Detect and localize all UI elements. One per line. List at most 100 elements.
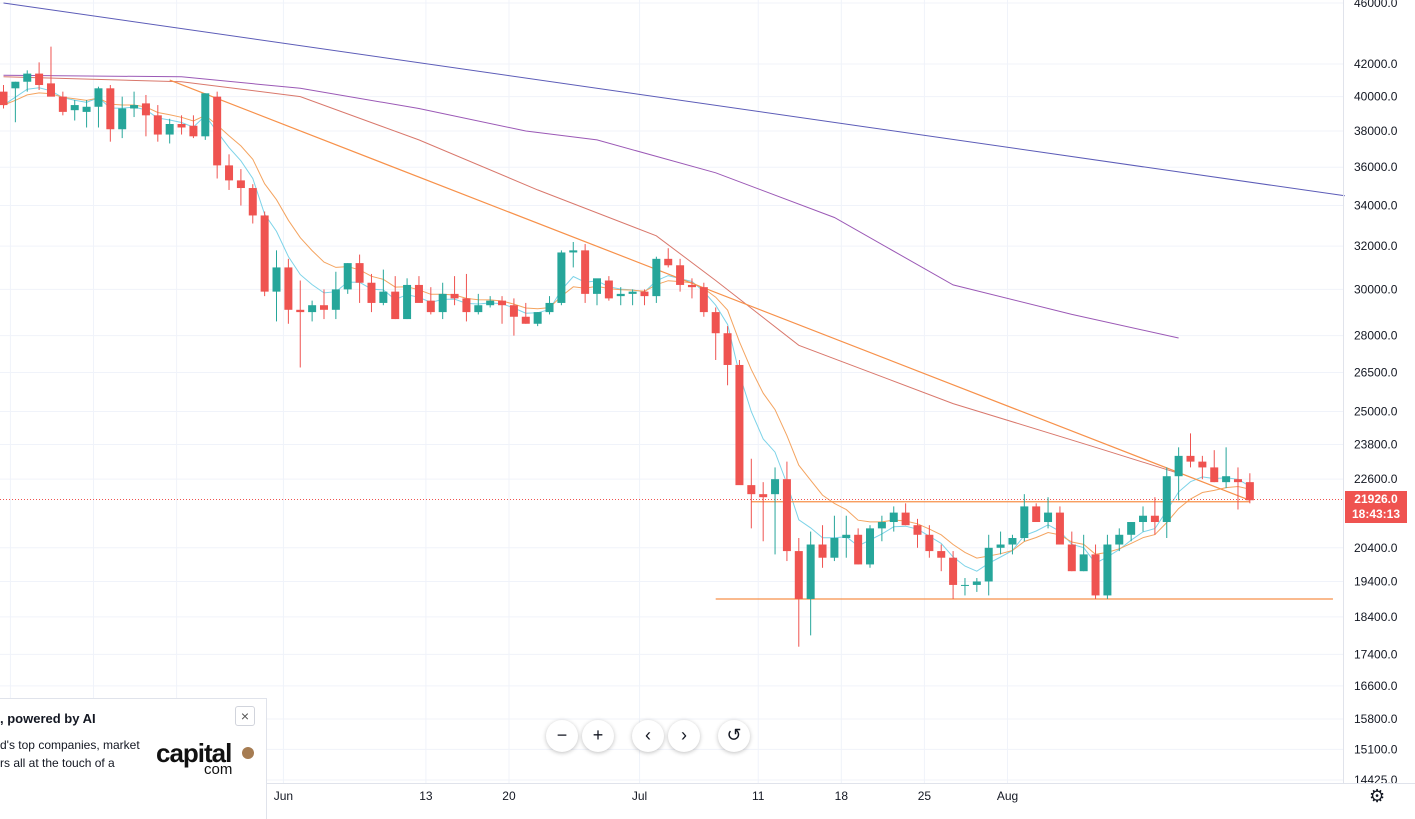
gear-icon[interactable]: ⚙	[1369, 786, 1386, 806]
capital-com-logo[interactable]: capital com	[156, 739, 256, 779]
y-tick-label: 42000.0	[1354, 57, 1398, 71]
candle-body	[664, 258, 673, 266]
candle-body	[1245, 482, 1254, 501]
candle	[949, 551, 958, 599]
scroll-right-button[interactable]: ›	[668, 720, 700, 752]
y-tick-label: 36000.0	[1354, 160, 1398, 174]
y-tick-label: 28000.0	[1354, 329, 1398, 343]
y-tick-label: 15800.0	[1354, 712, 1398, 726]
candle-body	[818, 544, 827, 558]
candle-body	[1008, 538, 1017, 545]
reset-chart-button[interactable]: ↺	[718, 720, 750, 752]
candle	[284, 258, 293, 324]
candle-body	[319, 305, 328, 310]
candle	[213, 91, 222, 179]
candle	[687, 278, 696, 299]
candle-body	[165, 123, 174, 135]
candle-body	[391, 291, 400, 320]
candle	[842, 515, 851, 558]
x-tick-label: Aug	[997, 789, 1018, 803]
candle	[486, 296, 495, 308]
candle-body	[1174, 455, 1183, 477]
candle	[1032, 503, 1041, 523]
candlesticks	[0, 46, 1254, 647]
candle-body	[996, 544, 1005, 548]
scroll-left-button[interactable]: ‹	[632, 720, 664, 752]
candle	[498, 296, 507, 324]
candle	[652, 256, 661, 303]
candle-body	[1115, 534, 1124, 545]
candle-body	[177, 123, 186, 128]
candle	[450, 276, 459, 306]
candle-body	[1079, 554, 1088, 572]
y-tick-label: 15100.0	[1354, 742, 1398, 756]
candle	[557, 250, 566, 306]
candle	[616, 287, 625, 306]
candle-body	[711, 312, 720, 334]
candle-body	[676, 265, 685, 285]
y-tick-label: 26500.0	[1354, 366, 1398, 380]
y-tick-label: 20400.0	[1354, 541, 1398, 555]
candle	[1139, 506, 1148, 532]
candle	[699, 282, 708, 317]
candle	[830, 515, 839, 562]
ad-banner[interactable]: , powered by AI d's top companies, marke…	[0, 698, 267, 819]
candle	[509, 298, 518, 336]
candle	[901, 503, 910, 526]
candle-body	[806, 544, 815, 599]
candle	[438, 282, 447, 320]
candle-body	[23, 73, 32, 82]
candle	[866, 525, 875, 568]
candle	[379, 269, 388, 306]
candle	[782, 461, 791, 562]
candle	[403, 278, 412, 320]
candle-body	[379, 291, 388, 303]
candle	[225, 154, 234, 190]
y-tick-label: 14425.0	[1354, 773, 1398, 787]
zoom-out-button[interactable]: −	[546, 720, 578, 752]
logo-dot	[242, 747, 254, 759]
candle-body	[1127, 522, 1136, 535]
logo-sub: com	[204, 761, 233, 778]
moving-average-line	[3, 74, 1179, 339]
candle-body	[984, 547, 993, 582]
candle-body	[426, 300, 435, 313]
candle-body	[901, 512, 910, 526]
candle-body	[284, 267, 293, 310]
y-tick-label: 32000.0	[1354, 239, 1398, 253]
candle	[296, 280, 305, 368]
candle	[462, 273, 471, 322]
candle	[545, 296, 554, 315]
candle-body	[830, 538, 839, 558]
candle	[723, 326, 732, 386]
candle	[1020, 494, 1029, 542]
candle	[1044, 497, 1053, 529]
candle	[794, 538, 803, 647]
candle	[331, 271, 340, 320]
candle	[23, 70, 32, 92]
candle-body	[593, 278, 601, 294]
candle-body	[82, 106, 91, 112]
candle-body	[1150, 515, 1159, 523]
x-tick-label: 25	[918, 789, 932, 803]
candle-body	[106, 88, 115, 130]
zoom-in-button[interactable]: +	[582, 720, 614, 752]
candle	[1091, 544, 1100, 599]
candle	[937, 544, 946, 572]
close-icon[interactable]: ×	[235, 706, 255, 726]
candle-body	[498, 300, 507, 306]
candle	[533, 312, 542, 327]
candle-body	[35, 73, 44, 86]
ad-body-line-2: rs all at the touch of a	[0, 756, 115, 770]
candle	[177, 115, 186, 135]
candle	[308, 300, 317, 322]
candle-body	[189, 125, 198, 137]
candle-body	[153, 115, 162, 135]
candle-body	[925, 534, 934, 552]
candle-body	[141, 103, 150, 116]
candle	[925, 525, 934, 558]
candle-body	[533, 312, 542, 324]
candle-body	[1233, 479, 1242, 483]
y-tick-label: 25000.0	[1354, 405, 1398, 419]
